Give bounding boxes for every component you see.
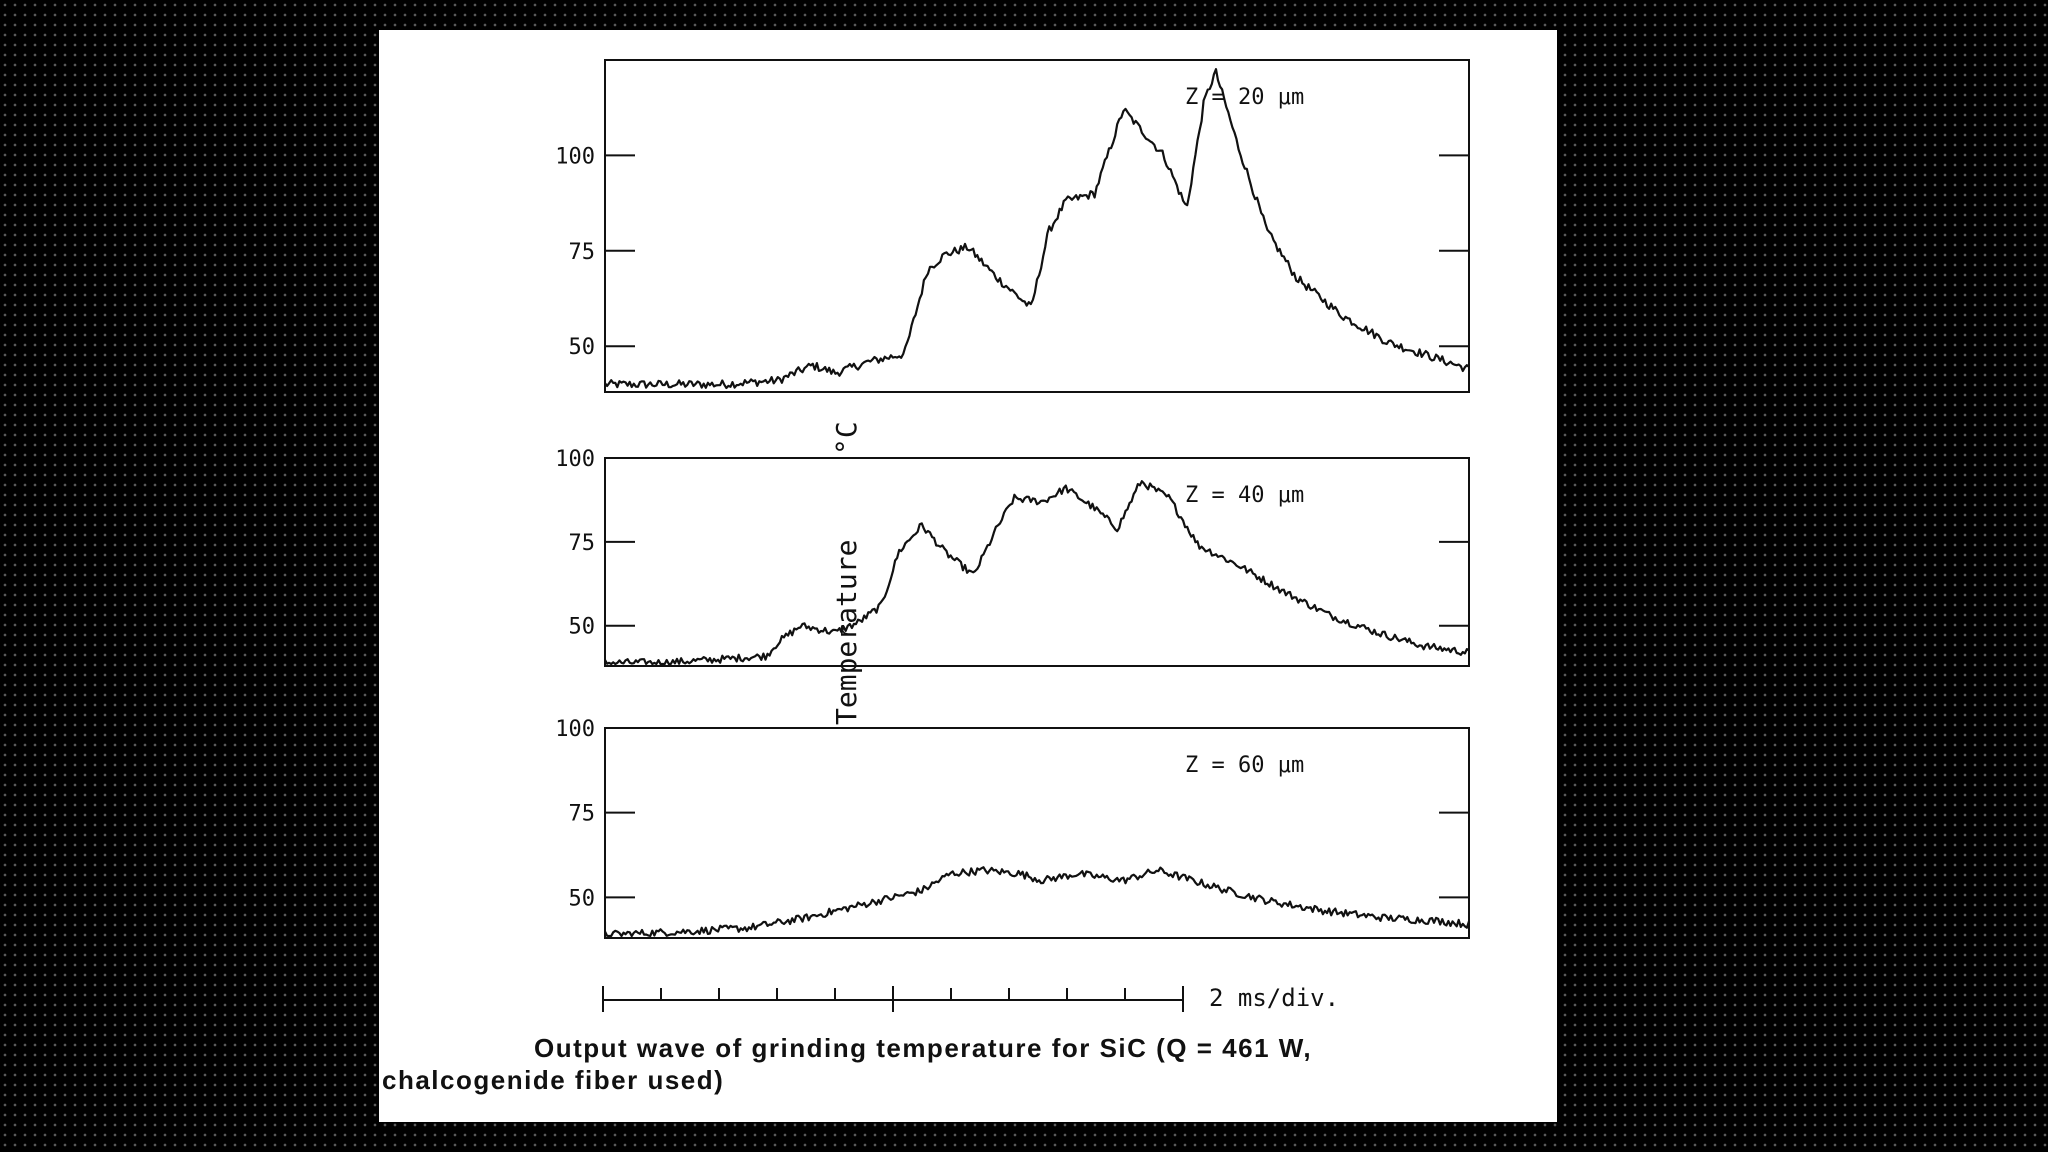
chart-panel: 50 75 100 Z = 40 μm: [555, 447, 1470, 667]
plot-frame: [604, 457, 1470, 667]
plot-frame: [604, 59, 1470, 393]
y-tick-label: 50: [569, 615, 596, 640]
caption-line-2: chalcogenide fiber used): [382, 1065, 725, 1095]
temperature-trace: [604, 866, 1471, 938]
plot-frame: [604, 727, 1470, 939]
temperature-trace: [604, 68, 1470, 390]
depth-label: Z = 60 μm: [1185, 753, 1304, 778]
y-tick-label: 75: [569, 531, 596, 556]
chart-panel: 50 75 100 Z = 60 μm: [555, 717, 1471, 939]
y-tick-label: 50: [569, 886, 596, 911]
scale-label: 2 ms/div.: [1209, 984, 1339, 1012]
y-axis-unit: °C: [830, 421, 863, 455]
time-scale-bar: [602, 986, 1184, 1012]
y-tick-label: 100: [555, 144, 595, 169]
y-tick-label: 75: [569, 802, 596, 827]
y-tick-label: 100: [555, 447, 595, 472]
figure-caption: Output wave of grinding temperature for …: [382, 1032, 1532, 1096]
y-tick-label: 100: [555, 717, 595, 742]
y-axis-title: Temperature: [830, 540, 863, 725]
depth-label: Z = 40 μm: [1185, 483, 1304, 508]
y-tick-label: 75: [569, 240, 596, 265]
caption-line-1: Output wave of grinding temperature for …: [534, 1033, 1313, 1063]
temperature-trace: [604, 480, 1470, 666]
y-tick-label: 50: [569, 335, 596, 360]
figure-panel: Temperature °C 50 75 100 Z = 20 μm 50 75 100 Z …: [379, 30, 1557, 1122]
